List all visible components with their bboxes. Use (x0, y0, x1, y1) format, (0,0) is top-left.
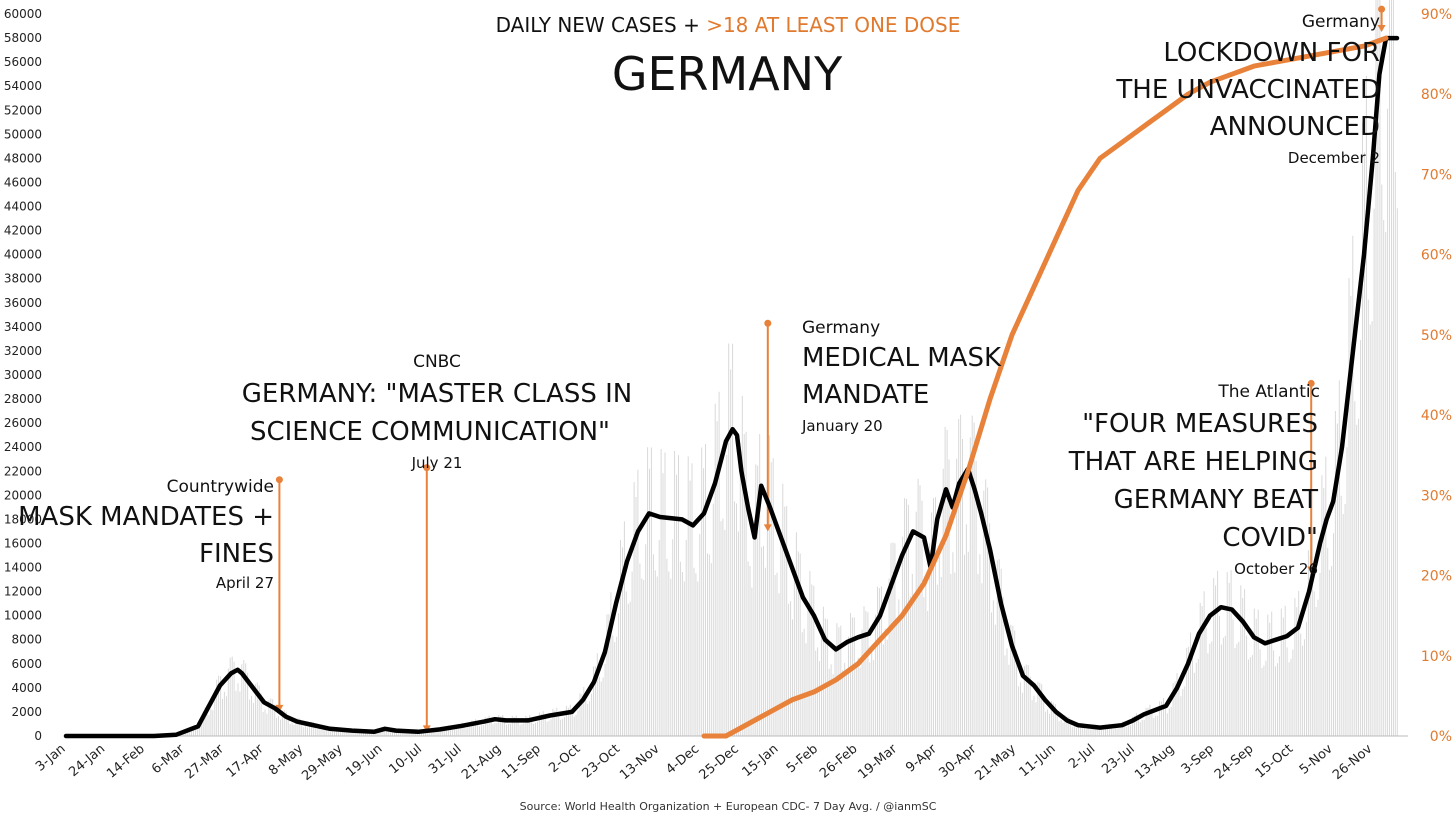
annotation-mask-mandates: Countrywide MASK MANDATES + FINES April … (18, 477, 274, 592)
annotation-source: The Atlantic (1217, 382, 1320, 402)
annotation-headline-line: GERMANY: "MASTER CLASS IN (242, 379, 633, 409)
annotation-headline-line: LOCKDOWN FOR (1163, 38, 1380, 68)
subtitle-prefix: DAILY NEW CASES + (496, 13, 707, 37)
annotation-headline-line: MEDICAL MASK (802, 343, 1002, 373)
annotation-cnbc: CNBC GERMANY: "MASTER CLASS IN SCIENCE C… (242, 352, 633, 472)
annotation-date: April 27 (216, 574, 274, 592)
annotation-headline-line: ANNOUNCED (1210, 112, 1380, 142)
y-tick-label: 30000 (4, 368, 42, 382)
y-tick-label: 2000 (11, 705, 42, 719)
annotation-date: October 26 (1234, 560, 1318, 578)
annotation-marker-dot (423, 464, 431, 472)
annotation-headline-line: SCIENCE COMMUNICATION" (250, 417, 610, 447)
annotation-marker-arrow (1377, 25, 1386, 33)
y-tick-label: 10000 (4, 609, 42, 623)
y-tick-label: 20000 (4, 488, 42, 502)
annotation-date: January 20 (801, 417, 883, 435)
y2-tick-label: 40% (1421, 408, 1452, 424)
annotation-atlantic: The Atlantic "FOUR MEASURES THAT ARE HEL… (1068, 382, 1320, 578)
y-tick-label: 42000 (4, 224, 42, 238)
y-tick-label: 18000 (4, 512, 42, 526)
annotation-headline-line: GERMANY BEAT (1114, 485, 1318, 515)
y-tick-label: 36000 (4, 296, 42, 310)
y2-tick-label: 20% (1421, 569, 1452, 585)
annotation-headline-line: MASK MANDATES + (18, 502, 274, 532)
y-tick-label: 54000 (4, 79, 42, 93)
annotation-marker-dot (275, 476, 283, 484)
y-tick-label: 50000 (4, 127, 42, 141)
annotation-lockdown: Germany LOCKDOWN FOR THE UNVACCINATED AN… (1115, 12, 1380, 167)
y-tick-label: 46000 (4, 175, 42, 189)
annotation-marker-dot (1378, 5, 1386, 13)
y-tick-label: 24000 (4, 440, 42, 454)
daily-case-bars (156, 0, 1398, 736)
vaccination-line (701, 35, 1389, 739)
subtitle-highlight: >18 AT LEAST ONE DOSE (706, 13, 960, 37)
annotation-headline-line: MANDATE (802, 380, 929, 410)
y-tick-label: 48000 (4, 151, 42, 165)
y-tick-label: 14000 (4, 561, 42, 575)
y-tick-label: 52000 (4, 103, 42, 117)
y-tick-label: 34000 (4, 320, 42, 334)
annotation-date: July 21 (411, 454, 463, 472)
annotation-headline-line: COVID" (1222, 523, 1318, 553)
y-tick-label: 8000 (11, 633, 42, 647)
chart-subtitle: DAILY NEW CASES + >18 AT LEAST ONE DOSE (496, 13, 961, 37)
annotation-headline-line: "FOUR MEASURES (1082, 409, 1318, 439)
y-tick-label: 12000 (4, 585, 42, 599)
annotation-date: December 2 (1288, 149, 1380, 167)
annotation-marker-dot (1307, 379, 1315, 387)
y-tick-label: 44000 (4, 200, 42, 214)
series-lines (63, 35, 1400, 739)
annotation-marker-arrow (763, 524, 772, 532)
annotation-marker-arrow (275, 704, 284, 712)
annotation-headline-line: FINES (199, 539, 274, 569)
annotation-source: CNBC (413, 352, 461, 372)
y-tick-label: 26000 (4, 416, 42, 430)
annotation-markers (275, 5, 1386, 733)
annotation-headline-line: THAT ARE HELPING (1068, 447, 1318, 477)
daily-bars (156, 0, 1398, 736)
y-tick-label: 56000 (4, 55, 42, 69)
annotation-medical-mask: Germany MEDICAL MASK MANDATE January 20 (801, 318, 1002, 435)
y-tick-label: 16000 (4, 536, 42, 550)
annotation-marker-dot (764, 319, 772, 327)
y2-tick-label: 60% (1421, 248, 1452, 264)
y-axis-left: 0 2000 4000 6000 8000 10000 12000 14000 16000 180… (4, 7, 42, 743)
y-tick-label: 58000 (4, 31, 42, 45)
annotation-source: Germany (802, 318, 880, 338)
y-tick-label: 38000 (4, 272, 42, 286)
chart-title: GERMANY (612, 47, 843, 101)
cases-line (63, 35, 1400, 739)
y2-tick-label: 30% (1421, 488, 1452, 504)
annotation-headline-line: THE UNVACCINATED (1115, 75, 1380, 105)
y-tick-label: 0 (34, 729, 42, 743)
annotation-source: Countrywide (167, 477, 274, 497)
y2-tick-label: 50% (1421, 328, 1452, 344)
y2-tick-label: 10% (1421, 649, 1452, 665)
y-tick-label: 60000 (4, 7, 42, 21)
y2-tick-label: 90% (1421, 7, 1452, 23)
source-footer: Source: World Health Organization + Euro… (520, 800, 937, 813)
y-tick-label: 6000 (11, 657, 42, 671)
y-axis-right: 0% 10% 20% 30% 40% 50% 60% 70% 80% 90% (1421, 7, 1452, 745)
y2-tick-label: 0% (1430, 729, 1452, 745)
annotation-source: Germany (1302, 12, 1380, 32)
y-tick-label: 4000 (11, 681, 42, 695)
y-tick-label: 40000 (4, 248, 42, 262)
y-tick-label: 22000 (4, 464, 42, 478)
y2-tick-label: 70% (1421, 167, 1452, 183)
y2-tick-label: 80% (1421, 87, 1452, 103)
y-tick-label: 28000 (4, 392, 42, 406)
y-tick-label: 32000 (4, 344, 42, 358)
